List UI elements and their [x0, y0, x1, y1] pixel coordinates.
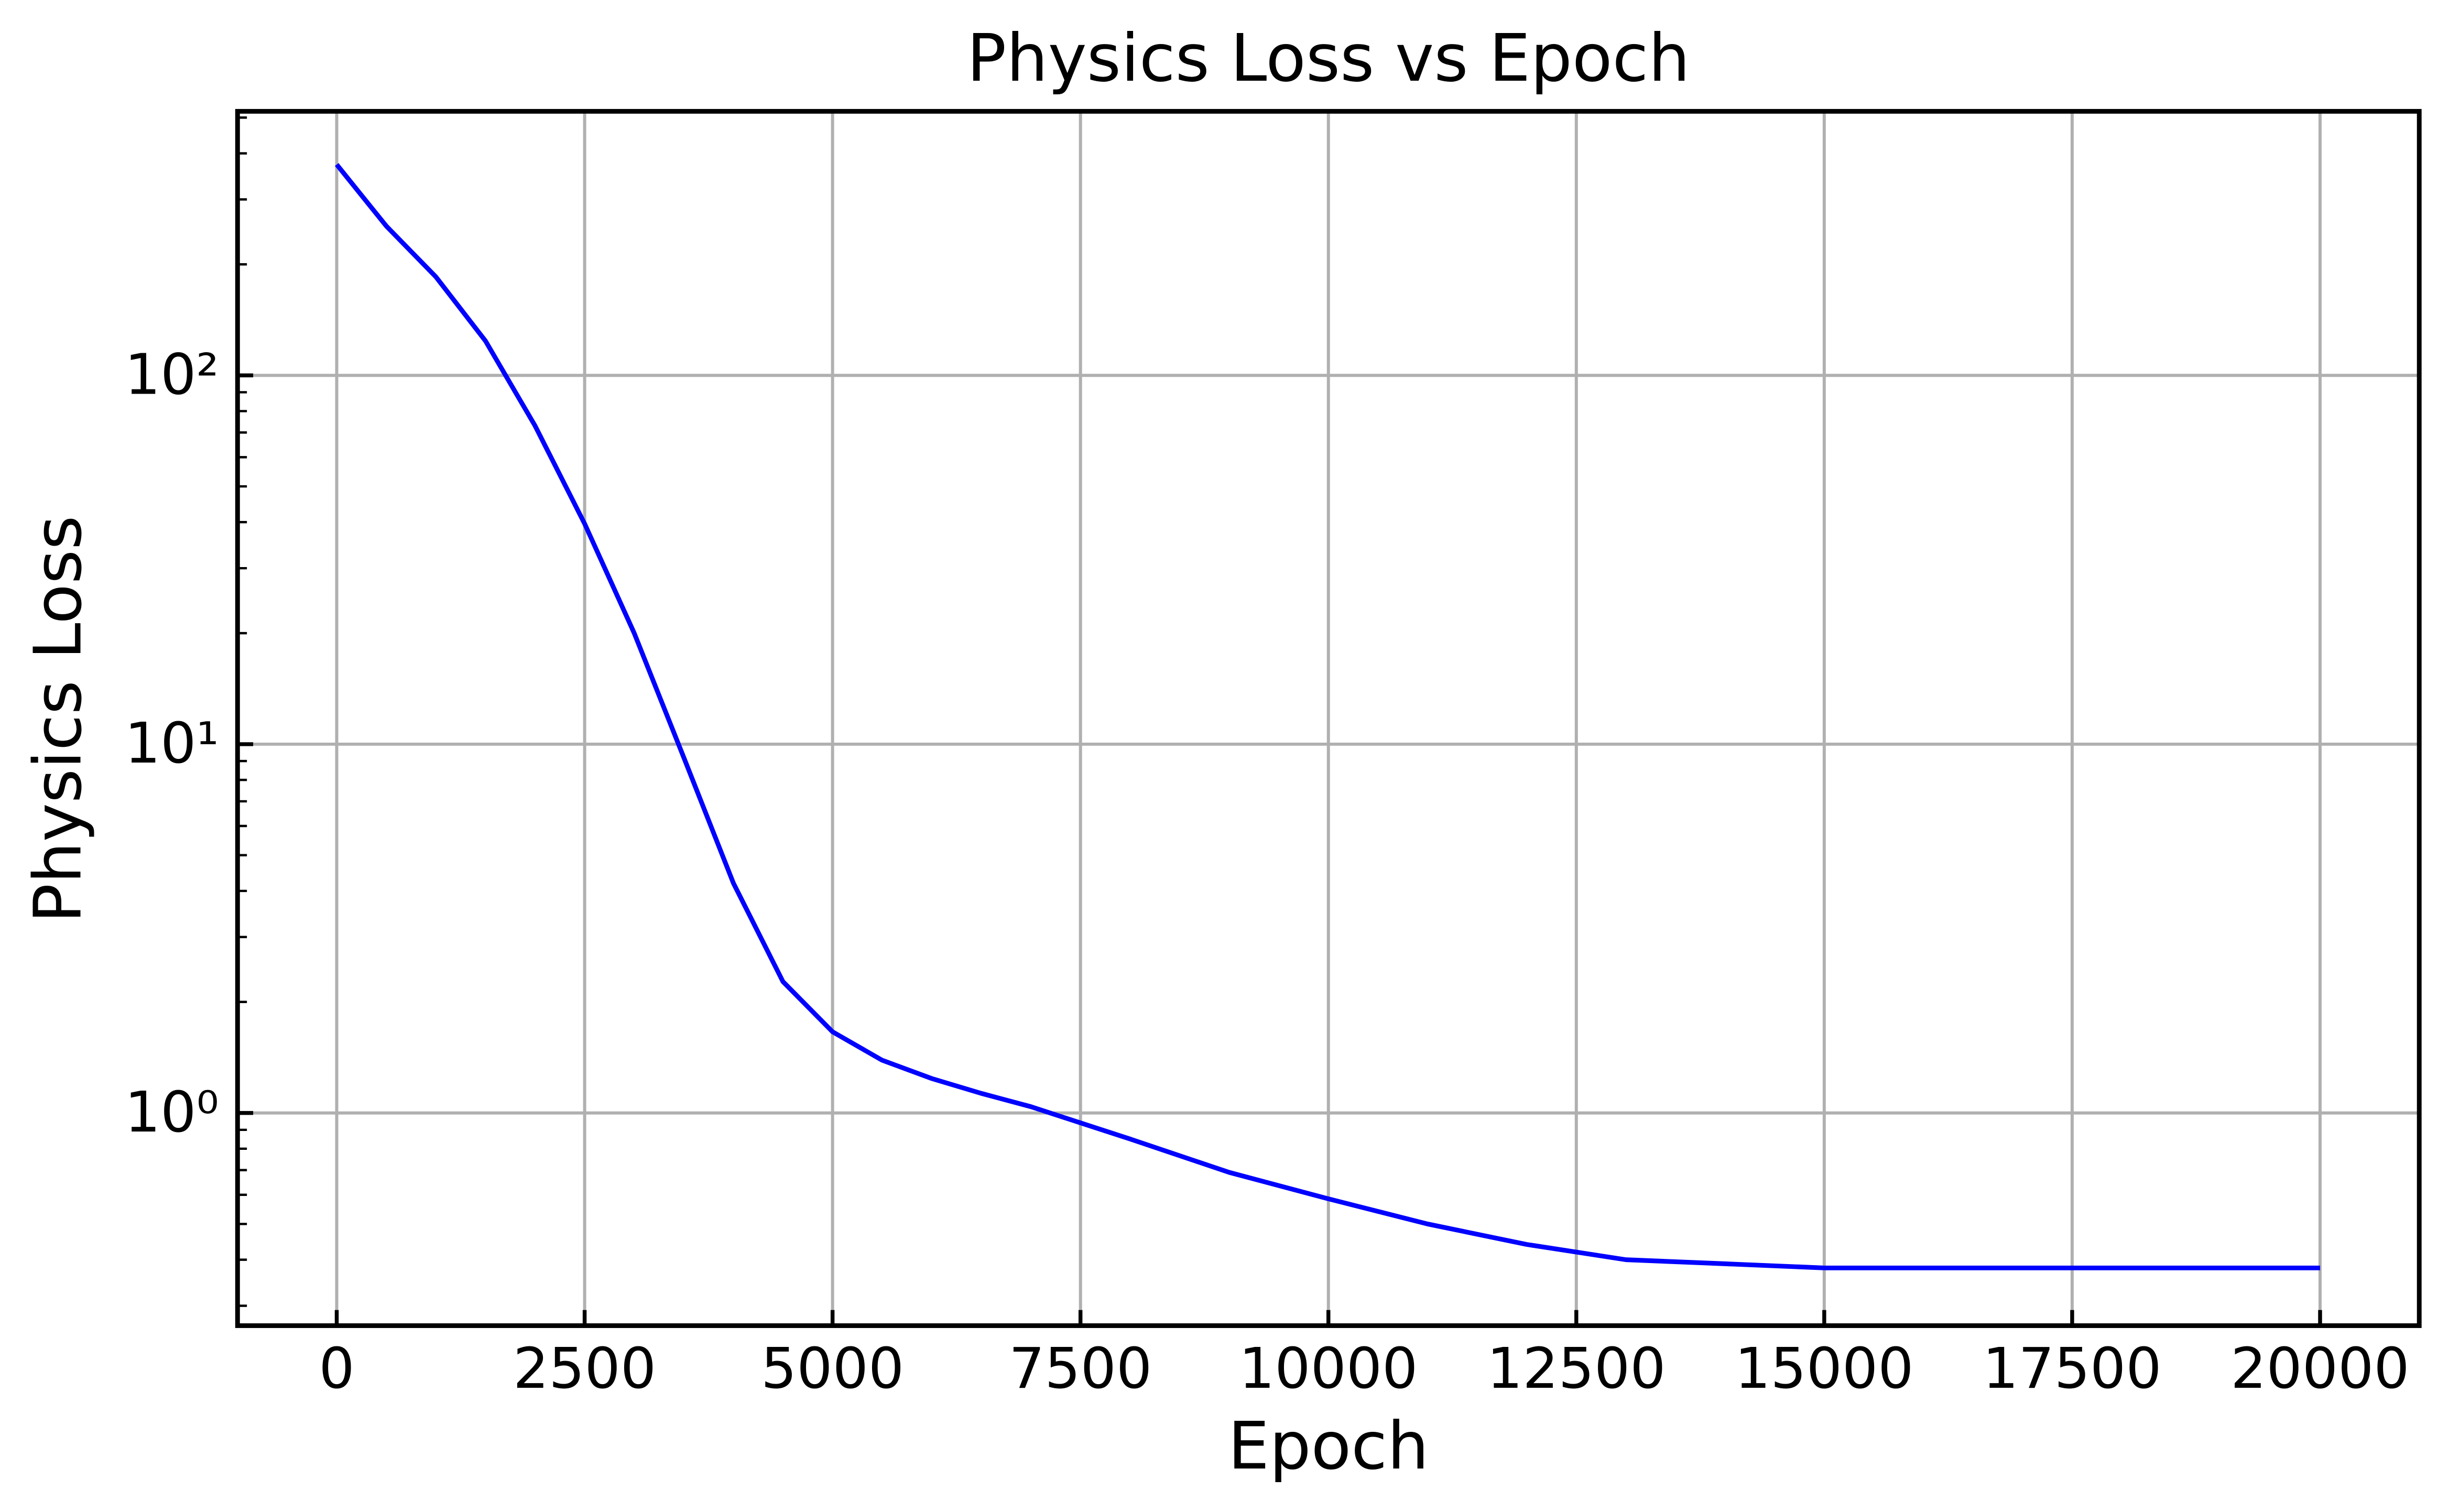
x-tick-label: 12500 [1487, 1336, 1666, 1401]
x-tick-label: 5000 [761, 1336, 904, 1401]
y-tick-label: 10¹ [125, 711, 219, 776]
x-tick-label: 20000 [2230, 1336, 2409, 1401]
chart-title: Physics Loss vs Epoch [967, 20, 1690, 96]
y-tick-label: 10⁰ [125, 1080, 219, 1145]
x-tick-label: 15000 [1735, 1336, 1913, 1401]
plot-frame [235, 108, 2422, 1328]
x-axis-label: Epoch [1228, 1408, 1429, 1484]
x-tick-label: 0 [319, 1336, 354, 1401]
x-tick-label: 7500 [1009, 1336, 1152, 1401]
x-tick-label: 10000 [1239, 1336, 1418, 1401]
x-tick-label: 17500 [1983, 1336, 2161, 1401]
x-tick-label: 2500 [513, 1336, 656, 1401]
y-axis-label: Physics Loss [19, 516, 96, 923]
y-tick-label: 10² [125, 342, 219, 407]
line-series [335, 163, 2320, 1270]
